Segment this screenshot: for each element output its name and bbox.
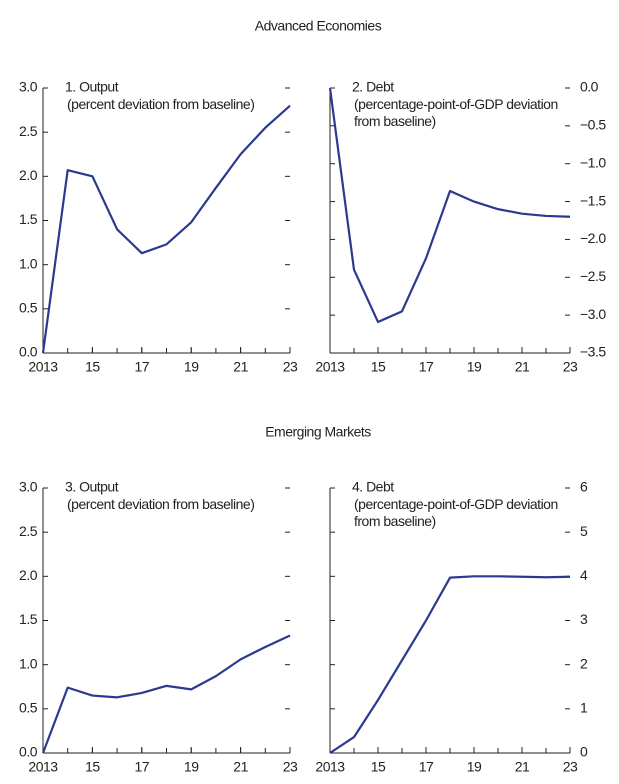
x-tick-label: 15: [85, 359, 100, 375]
x-tick-label: 19: [467, 359, 482, 375]
y-tick-label: 0.5: [19, 300, 38, 316]
panel-subtitle: (percentage-point-of-GDP deviation from …: [354, 96, 558, 129]
x-tick-label: 21: [233, 759, 248, 775]
panel-subtitle-box: (percent deviation from baseline): [67, 496, 255, 512]
y-tick-label: 0: [580, 744, 588, 760]
panel-subtitle: (percent deviation from baseline): [67, 496, 255, 512]
panel-title: 2. Debt: [352, 79, 394, 95]
x-tick-label: 17: [419, 759, 434, 775]
x-tick-label: 21: [515, 759, 530, 775]
y-tick-label: 1.5: [19, 611, 38, 627]
y-tick-label: 0.0: [580, 79, 599, 95]
x-tick-label: 15: [85, 759, 100, 775]
y-tick-label: 1.0: [19, 255, 38, 271]
y-tick-label: 3.0: [19, 479, 38, 495]
x-tick-label: 21: [515, 359, 530, 375]
y-tick-label: 2.0: [19, 167, 38, 183]
panel-subtitle-box: (percent deviation from baseline): [67, 96, 255, 112]
data-line: [41, 634, 291, 754]
x-tick-label: 2013: [28, 359, 58, 375]
panel-title: 1. Output: [65, 79, 119, 95]
x-tick-label: 2013: [28, 759, 58, 775]
section-title: Advanced Economies: [255, 18, 382, 34]
x-tick-label: 15: [371, 759, 386, 775]
y-tick-label: 2.5: [19, 123, 38, 139]
y-tick-label: 1.0: [19, 655, 38, 671]
y-tick-label: 1.5: [19, 211, 38, 227]
y-tick-label: 6: [580, 479, 588, 495]
y-tick-label: −0.5: [580, 117, 606, 133]
x-tick-label: 23: [283, 359, 298, 375]
x-tick-label: 23: [283, 759, 298, 775]
data-line: [41, 104, 291, 354]
y-tick-label: 0.0: [19, 344, 38, 360]
y-tick-label: 4: [580, 567, 588, 583]
x-tick-label: 19: [184, 359, 199, 375]
x-tick-label: 17: [135, 759, 150, 775]
x-tick-label: 17: [419, 359, 434, 375]
y-tick-label: 2: [580, 655, 588, 671]
x-tick-label: 2013: [315, 359, 345, 375]
section-title: Emerging Markets: [265, 424, 371, 440]
y-tick-label: 2.5: [19, 523, 38, 539]
panel-title: 4. Debt: [352, 479, 394, 495]
y-tick-label: 3: [580, 611, 588, 627]
panel-subtitle: (percent deviation from baseline): [67, 96, 255, 112]
x-tick-label: 19: [467, 759, 482, 775]
x-tick-label: 23: [563, 759, 578, 775]
panel-subtitle-box: (percentage-point-of-GDP deviation from …: [354, 96, 558, 129]
data-line: [328, 87, 571, 324]
panel-subtitle-box: (percentage-point-of-GDP deviation from …: [354, 496, 558, 529]
y-tick-label: 5: [580, 523, 588, 539]
panel-subtitle: (percentage-point-of-GDP deviation from …: [354, 496, 558, 529]
y-tick-label: 0.5: [19, 700, 38, 716]
x-tick-label: 17: [135, 359, 150, 375]
y-tick-label: −3.5: [580, 344, 606, 360]
x-tick-label: 15: [371, 359, 386, 375]
y-tick-label: 1: [580, 700, 588, 716]
x-tick-label: 2013: [315, 759, 345, 775]
x-tick-label: 21: [233, 359, 248, 375]
x-tick-label: 19: [184, 759, 199, 775]
y-tick-label: −1.0: [580, 154, 606, 170]
y-tick-label: −2.5: [580, 268, 606, 284]
y-tick-label: −2.0: [580, 230, 606, 246]
y-tick-label: 2.0: [19, 567, 38, 583]
panel-title: 3. Output: [65, 479, 119, 495]
x-tick-label: 23: [563, 359, 578, 375]
y-tick-label: −3.0: [580, 306, 606, 322]
y-tick-label: 0.0: [19, 744, 38, 760]
y-tick-label: −1.5: [580, 192, 606, 208]
data-line: [329, 575, 571, 754]
y-tick-label: 3.0: [19, 79, 38, 95]
